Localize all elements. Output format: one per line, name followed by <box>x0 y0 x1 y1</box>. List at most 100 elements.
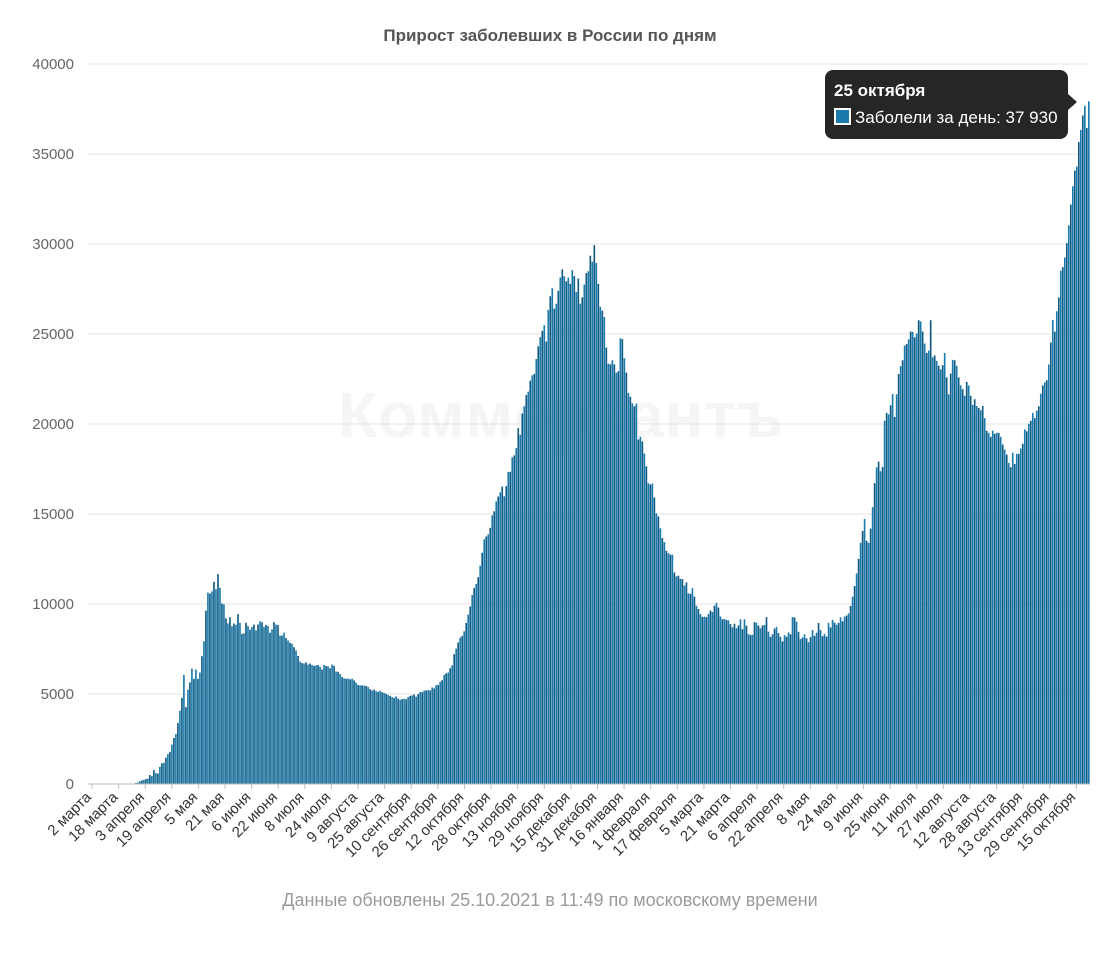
bar <box>257 624 259 784</box>
bar <box>443 674 445 784</box>
bar <box>591 261 594 784</box>
bar <box>683 585 686 784</box>
bar <box>403 698 405 784</box>
bar <box>1073 170 1076 784</box>
bar <box>389 695 391 784</box>
bar <box>447 672 449 784</box>
bar <box>417 694 419 784</box>
bar <box>231 626 233 784</box>
bar <box>489 527 492 784</box>
bar <box>1035 410 1038 784</box>
bar <box>727 620 730 784</box>
bar <box>833 622 836 784</box>
bar <box>867 542 870 784</box>
bar <box>871 507 874 784</box>
bar <box>877 461 880 784</box>
bar <box>1049 342 1052 784</box>
bar <box>1057 297 1060 784</box>
bar <box>533 374 536 784</box>
bar <box>657 516 660 784</box>
bar <box>953 360 956 784</box>
bar <box>895 394 898 784</box>
bar <box>147 778 149 784</box>
bar <box>1043 382 1046 784</box>
bar <box>807 642 810 784</box>
bar <box>481 552 484 784</box>
bar <box>507 471 510 784</box>
bar <box>367 686 369 784</box>
bar <box>837 622 840 784</box>
bar <box>373 689 375 784</box>
bar <box>1041 385 1044 784</box>
bar <box>327 666 329 784</box>
bar <box>755 622 758 784</box>
bar <box>865 540 868 784</box>
bar <box>135 782 137 784</box>
bar <box>393 697 395 784</box>
bar <box>401 699 403 784</box>
bar <box>785 636 788 784</box>
bar <box>885 412 888 784</box>
bar <box>887 414 890 784</box>
bar <box>763 624 766 784</box>
chart-title: Прирост заболевших в России по дням <box>383 26 717 45</box>
bar <box>845 615 848 784</box>
tooltip-row: Заболели за день: 37 930 <box>834 104 1058 131</box>
bar <box>839 617 842 784</box>
bar <box>457 642 460 784</box>
bar <box>527 391 530 784</box>
bar <box>665 550 668 784</box>
bar <box>619 338 622 784</box>
bar <box>759 628 762 784</box>
bar <box>495 501 498 784</box>
bar <box>383 692 385 784</box>
bar <box>585 273 588 784</box>
bar <box>425 690 427 784</box>
bar <box>703 616 706 784</box>
bar <box>317 664 319 784</box>
bar <box>1031 412 1034 784</box>
bar <box>459 637 462 784</box>
bar <box>901 360 904 784</box>
bar <box>801 637 804 784</box>
bar <box>187 689 189 784</box>
bar <box>355 682 357 784</box>
bar <box>397 698 399 784</box>
bar <box>719 616 722 784</box>
bar <box>263 626 265 784</box>
bar <box>947 394 950 784</box>
bar <box>605 347 608 784</box>
bar <box>283 632 285 784</box>
bar <box>151 776 153 784</box>
bar <box>369 689 371 784</box>
bar <box>873 483 876 784</box>
bar <box>823 634 826 784</box>
bar <box>697 608 700 784</box>
bar <box>519 434 522 784</box>
bar <box>203 641 205 784</box>
bar <box>1023 429 1026 784</box>
bar <box>137 782 139 784</box>
bar <box>307 664 309 784</box>
bar <box>567 277 570 784</box>
bar <box>1088 101 1090 784</box>
bar <box>965 381 968 784</box>
bar <box>851 596 854 784</box>
bar <box>1063 257 1066 785</box>
y-tick-label: 30000 <box>32 236 74 253</box>
bar <box>859 542 862 784</box>
bar <box>279 635 281 784</box>
bar <box>295 650 297 784</box>
bar <box>181 697 183 784</box>
bar <box>321 669 323 784</box>
bar <box>183 674 185 784</box>
bar <box>993 433 996 784</box>
tooltip-date: 25 октября <box>834 81 926 100</box>
bar <box>787 632 790 784</box>
bar <box>357 684 359 784</box>
bar <box>777 633 780 784</box>
bar <box>323 665 325 784</box>
bar <box>945 377 948 784</box>
bar <box>635 403 638 784</box>
bar <box>545 341 548 784</box>
